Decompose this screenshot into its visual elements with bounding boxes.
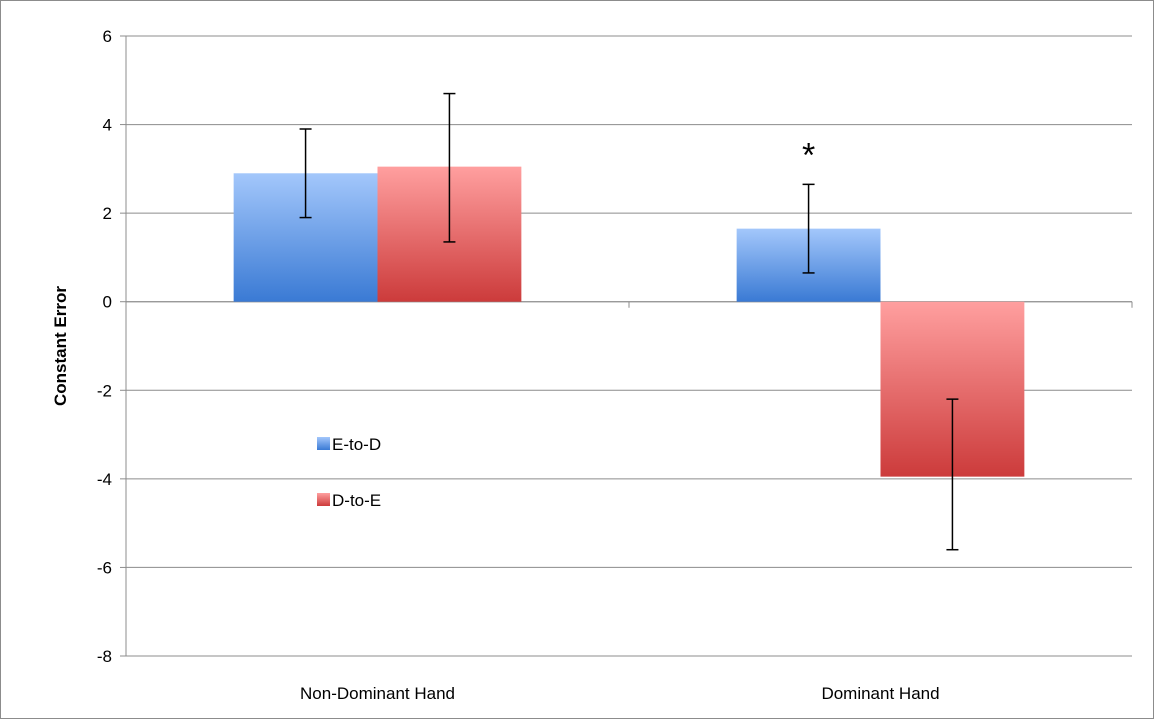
y-tick-label: -4 [97,470,112,489]
annotations: * [802,137,815,175]
significance-asterisk: * [802,137,815,175]
x-category-label: Dominant Hand [821,684,939,703]
legend-swatch-e-to-d [317,437,330,450]
y-tick-label: 6 [103,27,112,46]
y-tick-label: -6 [97,558,112,577]
axis-labels: 6 4 2 0 -2 -4 -6 -8 Non-Dominant Hand Dominant Ha… [51,27,940,703]
legend-label-e-to-d: E-to-D [332,435,381,454]
y-tick-label: 0 [103,293,112,312]
bars [233,166,1025,477]
x-category-label: Non-Dominant Hand [300,684,455,703]
y-tick-label: -2 [97,381,112,400]
y-tick-label: -8 [97,647,112,666]
y-tick-label: 4 [103,116,112,135]
legend-label-d-to-e: D-to-E [332,491,381,510]
error-bars [299,92,959,551]
y-tick-label: 2 [103,204,112,223]
legend-swatch-d-to-e [317,493,330,506]
y-axis-title: Constant Error [51,286,70,406]
legend: E-to-D D-to-E [317,435,381,510]
